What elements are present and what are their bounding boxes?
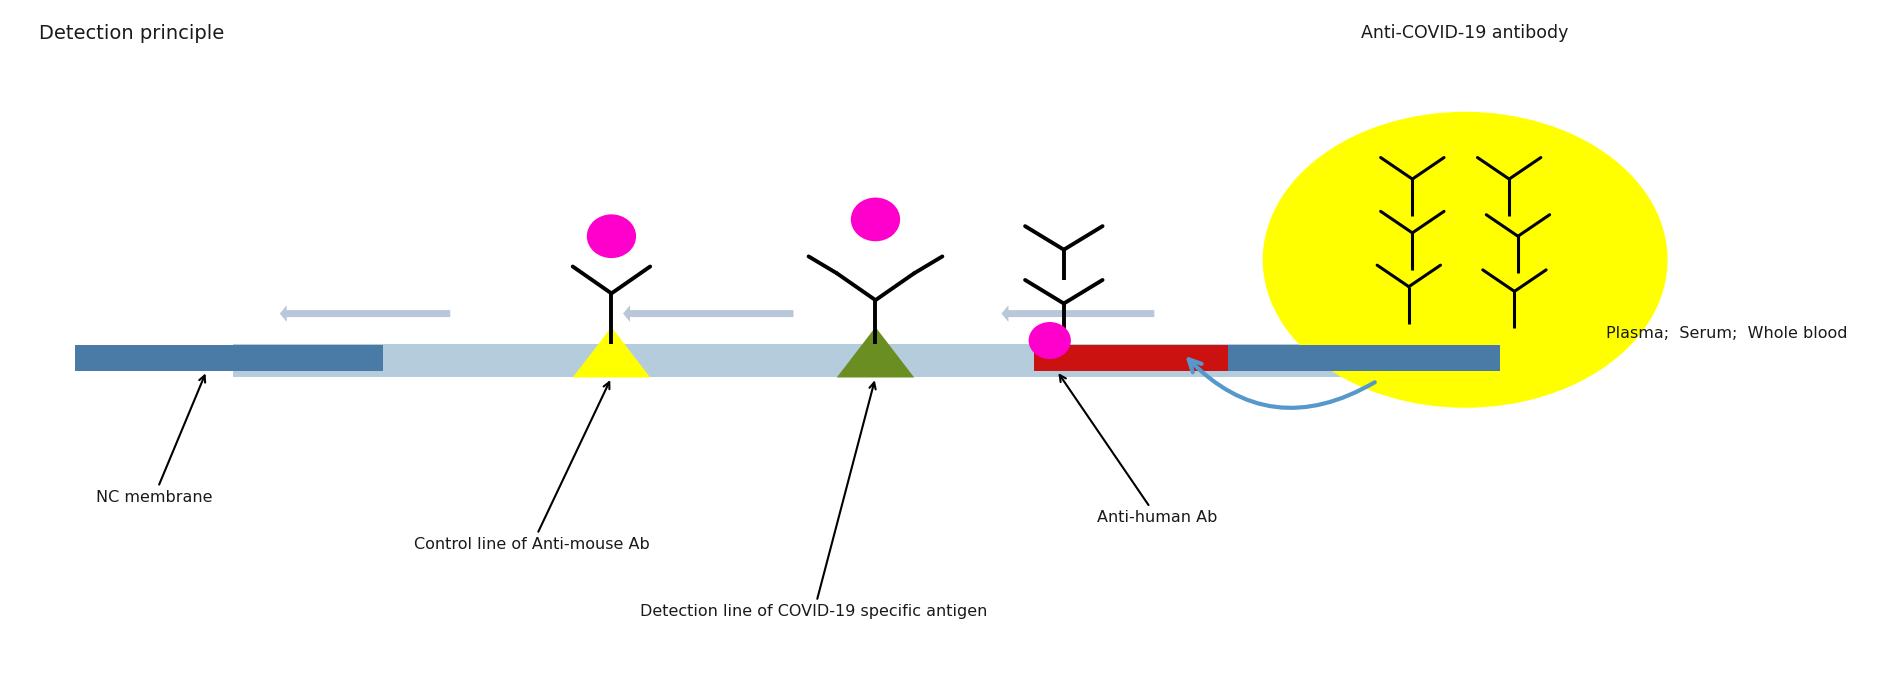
Ellipse shape <box>586 215 637 258</box>
Text: Plasma;  Serum;  Whole blood: Plasma; Serum; Whole blood <box>1607 326 1847 341</box>
Bar <box>1227 345 1499 370</box>
Ellipse shape <box>851 197 900 241</box>
Bar <box>75 345 383 370</box>
Bar <box>233 344 1518 377</box>
Ellipse shape <box>1028 322 1071 359</box>
Text: Control line of Anti-mouse Ab: Control line of Anti-mouse Ab <box>415 382 650 552</box>
Text: Detection line of COVID-19 specific antigen: Detection line of COVID-19 specific anti… <box>641 383 988 619</box>
Polygon shape <box>836 327 915 377</box>
Polygon shape <box>573 327 650 377</box>
Text: Anti-COVID-19 antibody: Anti-COVID-19 antibody <box>1362 25 1569 42</box>
Bar <box>1033 345 1236 370</box>
Ellipse shape <box>1263 112 1667 408</box>
Text: Detection principle: Detection principle <box>39 25 225 44</box>
Text: Anti-human Ab: Anti-human Ab <box>1060 375 1218 525</box>
Text: NC membrane: NC membrane <box>96 375 212 505</box>
